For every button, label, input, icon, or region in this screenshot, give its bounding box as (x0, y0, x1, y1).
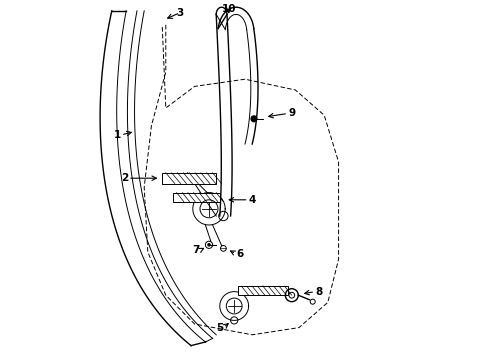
Circle shape (310, 299, 315, 304)
Text: 5: 5 (216, 323, 223, 333)
Text: 4: 4 (248, 195, 256, 205)
Bar (162, 173, 216, 184)
Circle shape (208, 244, 210, 246)
Text: 2: 2 (121, 173, 128, 183)
Text: 8: 8 (315, 287, 322, 297)
Text: 6: 6 (236, 249, 243, 259)
Bar (173, 193, 220, 202)
Text: 3: 3 (176, 8, 184, 18)
Text: 1: 1 (114, 130, 121, 140)
Bar (238, 286, 288, 295)
Circle shape (251, 116, 257, 122)
Text: 10: 10 (221, 4, 236, 14)
Text: 7: 7 (193, 245, 200, 255)
Text: 9: 9 (288, 108, 295, 118)
